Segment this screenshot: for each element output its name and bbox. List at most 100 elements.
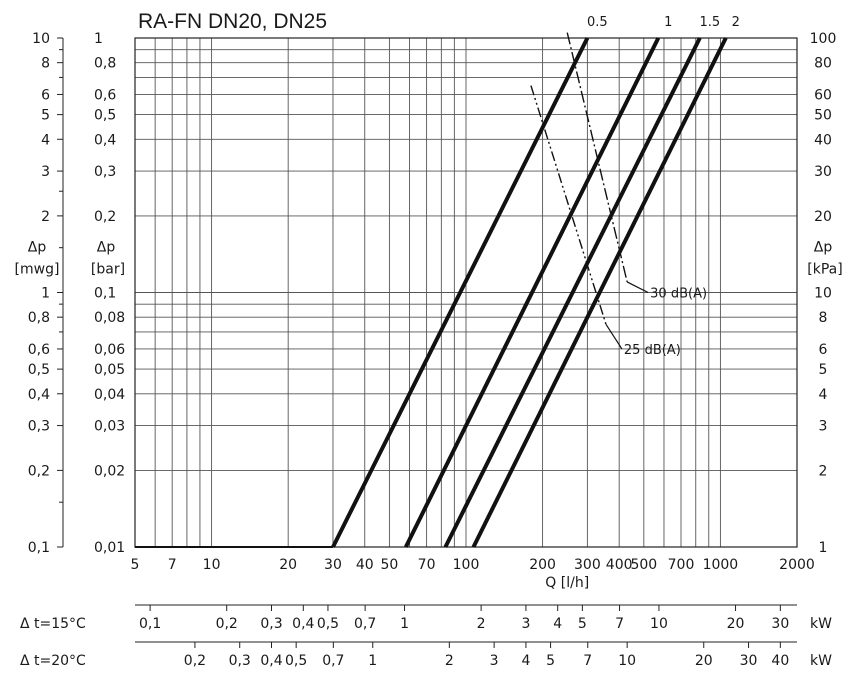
power-tick-label: 30 (740, 653, 758, 669)
bar-tick-label: 0,03 (94, 419, 125, 435)
power-scale-unit: kW (810, 616, 832, 632)
mwg-tick-label: 3 (41, 164, 50, 180)
kpa-tick-label: 40 (814, 132, 832, 148)
power-tick-label: 7 (615, 616, 624, 632)
mwg-tick-label: 10 (32, 31, 50, 47)
power-tick-label: 0,3 (260, 616, 282, 632)
mwg-tick-label: 5 (41, 108, 50, 124)
bar-tick-label: 0,08 (94, 310, 125, 326)
x-tick-label: 50 (380, 557, 398, 573)
x-tick-label: 700 (668, 557, 695, 573)
x-tick-label: 500 (630, 557, 657, 573)
power-tick-label: 7 (583, 653, 592, 669)
power-tick-label: 0,1 (139, 616, 161, 632)
noise-line-leader (605, 323, 623, 350)
power-tick-label: 40 (771, 653, 789, 669)
bar-axis-label-symbol: Δp (97, 240, 116, 256)
power-tick-label: 0,3 (229, 653, 251, 669)
noise-label: 30 dB(A) (650, 287, 707, 302)
power-tick-label: 0,2 (216, 616, 238, 632)
series-label-0.5: 0.5 (587, 15, 608, 30)
series-line-1.5 (443, 37, 702, 548)
plot-frame (134, 37, 798, 548)
mwg-tick-label: 0,5 (28, 362, 50, 378)
bar-tick-label: 0,3 (94, 164, 116, 180)
series-label-2: 2 (732, 15, 740, 30)
power-tick-label: 3 (521, 616, 530, 632)
x-tick-label: 30 (324, 557, 342, 573)
mwg-tick-label: 6 (41, 87, 50, 103)
kpa-axis-label-unit: [kPa] (807, 262, 842, 278)
power-tick-label: 0,5 (285, 653, 307, 669)
mwg-tick-label: 2 (41, 209, 50, 225)
kpa-tick-label: 8 (819, 310, 828, 326)
noise-line (530, 85, 607, 325)
mwg-tick-label: 1 (41, 286, 50, 302)
mwg-tick-label: 0,6 (28, 342, 50, 358)
series-lines (135, 37, 728, 548)
axes (57, 37, 798, 548)
x-tick-label: 100 (453, 557, 480, 573)
x-tick-label: 300 (574, 557, 601, 573)
noise-line-leader (626, 281, 649, 294)
power-scales (135, 604, 797, 648)
kpa-tick-label: 1 (819, 540, 828, 556)
mwg-axis-label-unit: [mwg] (15, 262, 60, 278)
mwg-tick-label: 0,4 (28, 387, 50, 403)
x-tick-label: 400 (606, 557, 633, 573)
series-label-1: 1 (664, 15, 672, 30)
power-scale-label: Δ t=20°C (20, 653, 86, 669)
kpa-tick-label: 3 (819, 419, 828, 435)
power-scale-label: Δ t=15°C (20, 616, 86, 632)
kpa-tick-label: 80 (814, 56, 832, 72)
kpa-tick-label: 50 (814, 108, 832, 124)
x-tick-label: 5 (131, 557, 140, 573)
power-tick-label: 10 (650, 616, 668, 632)
power-scale-unit: kW (810, 653, 832, 669)
x-tick-label: 20 (279, 557, 297, 573)
power-tick-label: 10 (618, 653, 636, 669)
bar-tick-label: 0,8 (94, 56, 116, 72)
noise-line (566, 32, 628, 283)
bar-tick-label: 0,05 (94, 362, 125, 378)
noise-label: 25 dB(A) (624, 343, 681, 358)
series-line-1 (404, 37, 661, 548)
kpa-tick-label: 60 (814, 87, 832, 103)
power-tick-label: 4 (553, 616, 562, 632)
kpa-tick-label: 4 (819, 387, 828, 403)
x-tick-label: 2000 (779, 557, 815, 573)
mwg-axis-label-symbol: Δp (28, 240, 47, 256)
series-line-2 (471, 37, 728, 548)
noise-level-lines (530, 32, 649, 350)
kpa-tick-label: 10 (814, 286, 832, 302)
power-tick-label: 4 (521, 653, 530, 669)
x-tick-label: 200 (529, 557, 556, 573)
kpa-axis-label-symbol: Δp (814, 240, 833, 256)
power-tick-label: 2 (477, 616, 486, 632)
power-tick-label: 20 (727, 616, 745, 632)
power-tick-label: 5 (546, 653, 555, 669)
bar-tick-label: 0,1 (94, 286, 116, 302)
power-tick-label: 0,7 (322, 653, 344, 669)
power-tick-label: 5 (578, 616, 587, 632)
power-tick-label: 0,7 (354, 616, 376, 632)
x-tick-label: 1000 (703, 557, 739, 573)
bar-axis-label-unit: [bar] (91, 262, 125, 278)
x-tick-label: 7 (168, 557, 177, 573)
x-tick-label: 40 (356, 557, 374, 573)
bar-tick-label: 0,04 (94, 387, 125, 403)
x-tick-label: 10 (203, 557, 221, 573)
tick-labels: 0,10,20,30,40,50,60,81234568100,010,020,… (15, 15, 843, 669)
power-tick-label: 2 (445, 653, 454, 669)
series-line-0.5 (331, 37, 590, 548)
kpa-tick-label: 5 (819, 362, 828, 378)
x-tick-label: 70 (418, 557, 436, 573)
power-tick-label: 0,5 (317, 616, 339, 632)
power-tick-label: 30 (771, 616, 789, 632)
bar-tick-label: 0,5 (94, 108, 116, 124)
mwg-tick-label: 0,1 (28, 540, 50, 556)
bar-tick-label: 0,01 (94, 540, 125, 556)
mwg-tick-label: 4 (41, 132, 50, 148)
bar-tick-label: 0,02 (94, 463, 125, 479)
